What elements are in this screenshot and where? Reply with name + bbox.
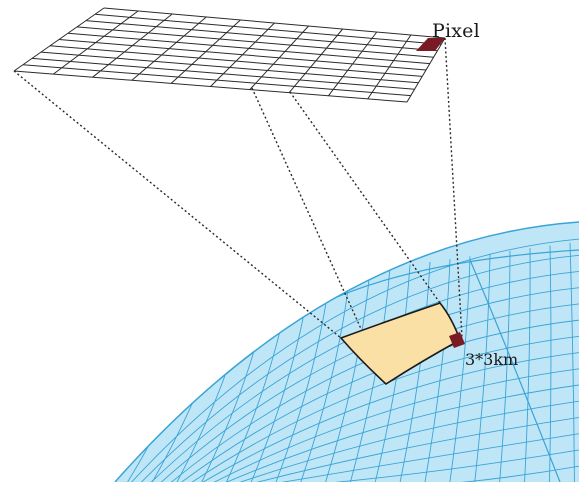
sensor-grid-row-line [94,13,442,45]
globe-meridian-line [497,250,511,482]
ground-footprint [339,302,465,386]
globe-meridian-line [446,256,471,482]
globe-parallel-line [227,415,579,482]
projection-line-left [13,70,342,339]
globe-parallel-line [245,447,579,482]
globe-meridian-line [294,272,351,482]
globe-major-parallel [329,249,579,301]
sensor-grid-row-line [22,64,411,97]
sensor-grid-row-line [85,20,438,52]
globe-parallel-line [124,237,579,482]
sensor-grid-row-line [58,39,427,71]
sensor-grid-row-line [31,57,415,90]
globe-parallel-line [236,431,579,482]
globe-parallel-line [189,350,579,482]
sensor-grid-row-line [40,51,419,84]
globe-meridian-line [472,253,491,482]
footprint-pixel-marker [449,332,465,348]
sensor-grid-row-line [103,7,446,39]
globe-meridian-line [421,259,451,482]
globe-parallel-line [255,463,579,482]
globe-meridian-line [569,242,575,482]
globe-parallel-line [198,366,579,482]
globe-meridian-line [523,248,531,482]
globe-parallel-line [208,383,579,482]
globe-parallel-line [133,253,579,482]
globe-meridian-line [319,269,371,482]
globe-meridian-line [115,299,151,482]
globe-parallel-line [217,399,579,482]
globe-outline [114,221,579,482]
globe-major-meridian [469,259,561,482]
footprint-size-label: 3*3km [465,350,519,369]
sensor-grid-row-line [67,32,430,65]
highlighted-pixel [416,38,445,51]
pixel-label: Pixel [432,20,480,42]
sensor-grid-row-line [49,45,423,77]
globe-meridian-line [395,261,431,482]
globe-parallel-line [180,334,579,482]
globe-meridian-line [548,245,552,482]
sensor-pixel-grid [13,7,446,103]
sensor-grid-row-line [76,26,434,58]
globe-meridian-line [345,267,391,482]
projection-line-pixel [444,37,463,339]
sensor-grid-row-line [13,70,408,103]
